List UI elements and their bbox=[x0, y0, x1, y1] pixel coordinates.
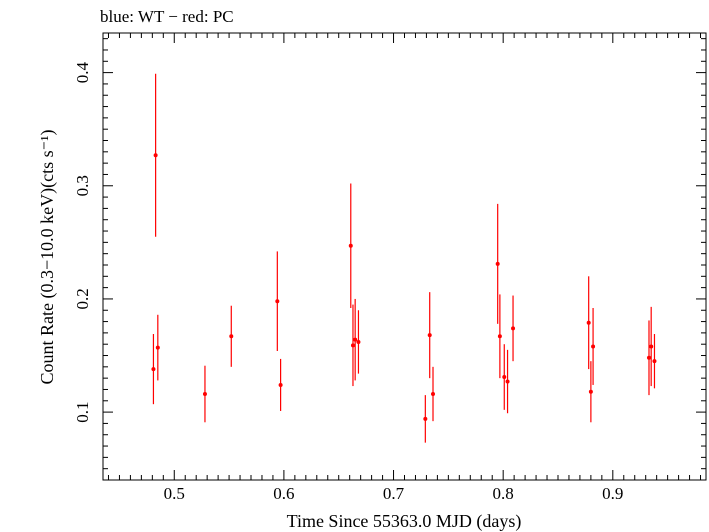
point-marker bbox=[356, 339, 361, 344]
axis-tick-labels: 0.5 0.6 0.7 0.8 0.9 0.1 0.2 0.3 0.4 bbox=[73, 61, 623, 503]
data-point bbox=[495, 203, 500, 324]
data-point bbox=[423, 395, 428, 443]
point-marker bbox=[588, 389, 593, 394]
point-marker bbox=[652, 359, 657, 364]
data-point bbox=[502, 344, 507, 410]
data-point bbox=[350, 304, 355, 387]
data-point bbox=[588, 361, 593, 423]
x-tick-label: 0.9 bbox=[602, 484, 623, 503]
x-tick-label: 0.8 bbox=[493, 484, 514, 503]
point-marker bbox=[155, 345, 160, 350]
data-point bbox=[431, 366, 436, 422]
point-marker bbox=[586, 320, 591, 325]
point-marker bbox=[649, 344, 654, 349]
data-point bbox=[497, 294, 502, 379]
point-marker bbox=[353, 337, 358, 342]
data-point bbox=[353, 298, 358, 381]
point-marker bbox=[229, 334, 234, 339]
x-tick-label: 0.7 bbox=[383, 484, 405, 503]
x-axis-label: Time Since 55363.0 MJD (days) bbox=[287, 511, 522, 532]
axis-ticks bbox=[103, 33, 706, 481]
point-marker bbox=[431, 391, 436, 396]
y-axis-label: Count Rate (0.3−10.0 keV)(cts s⁻¹) bbox=[37, 129, 58, 384]
plot-frame bbox=[102, 32, 707, 481]
data-point bbox=[278, 358, 283, 411]
data-point bbox=[591, 307, 596, 385]
point-marker bbox=[511, 326, 516, 331]
point-marker bbox=[502, 375, 507, 380]
point-marker bbox=[505, 379, 510, 384]
y-tick-label: 0.4 bbox=[73, 61, 92, 83]
point-marker bbox=[278, 382, 283, 387]
data-point bbox=[275, 251, 280, 351]
data-point bbox=[356, 310, 361, 374]
data-point bbox=[649, 306, 654, 387]
point-marker bbox=[591, 344, 596, 349]
point-marker bbox=[423, 416, 428, 421]
data-point bbox=[229, 305, 234, 367]
point-marker bbox=[151, 367, 156, 372]
data-point bbox=[652, 334, 657, 389]
data-point bbox=[155, 314, 160, 381]
point-marker bbox=[348, 243, 353, 248]
data-series-pc bbox=[151, 73, 657, 443]
data-point bbox=[153, 73, 158, 237]
data-point bbox=[151, 334, 156, 405]
y-tick-label: 0.1 bbox=[73, 401, 92, 422]
point-marker bbox=[202, 391, 207, 396]
point-marker bbox=[350, 343, 355, 348]
point-marker bbox=[427, 333, 432, 338]
y-tick-label: 0.2 bbox=[73, 288, 92, 309]
chart-title: blue: WT − red: PC bbox=[100, 7, 234, 26]
data-point bbox=[586, 276, 591, 370]
point-marker bbox=[275, 299, 280, 304]
data-point bbox=[348, 183, 353, 308]
point-marker bbox=[495, 261, 500, 266]
data-point bbox=[511, 295, 516, 362]
x-tick-label: 0.6 bbox=[273, 484, 294, 503]
data-point bbox=[427, 292, 432, 379]
point-marker bbox=[646, 355, 651, 360]
point-marker bbox=[153, 153, 158, 158]
data-point bbox=[646, 320, 651, 396]
x-tick-label: 0.5 bbox=[164, 484, 185, 503]
data-point bbox=[505, 349, 510, 414]
data-point bbox=[202, 365, 207, 423]
point-marker bbox=[497, 334, 502, 339]
y-tick-label: 0.3 bbox=[73, 175, 92, 196]
